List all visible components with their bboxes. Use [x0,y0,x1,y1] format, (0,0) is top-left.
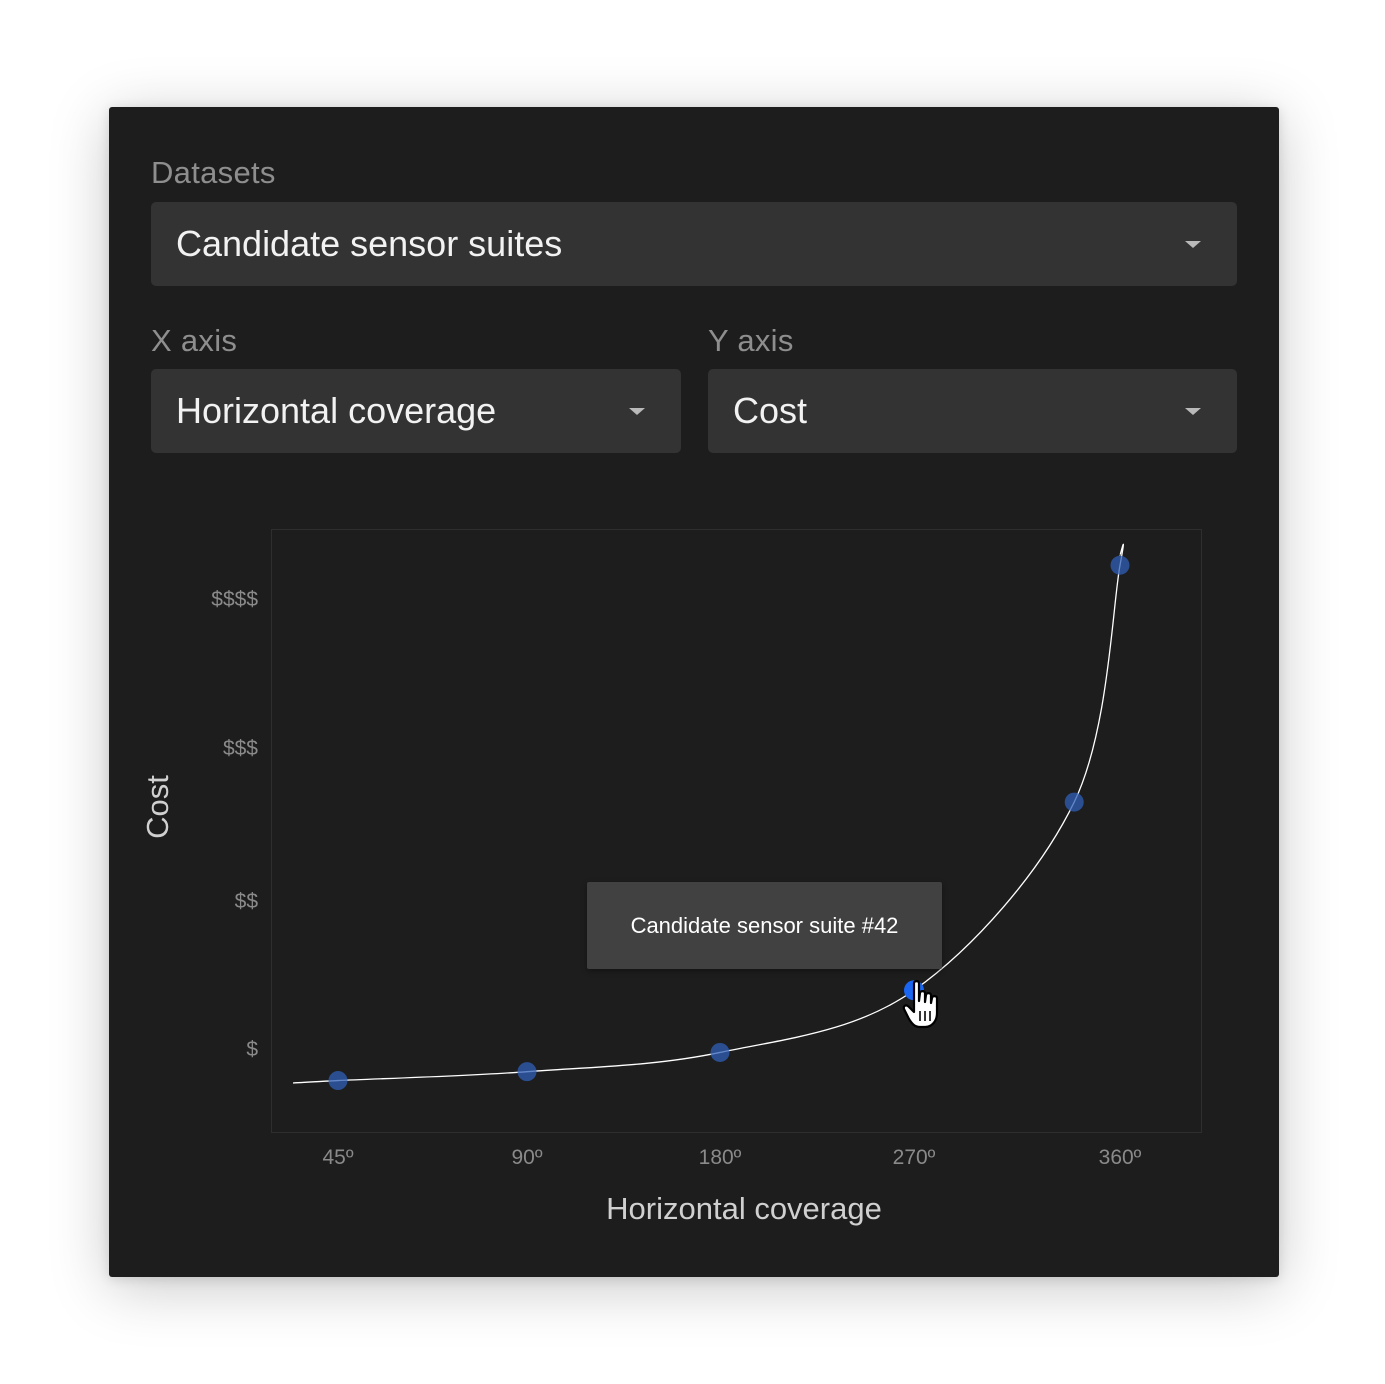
x-tick-label: 180º [699,1146,742,1169]
data-point[interactable] [1110,555,1130,575]
y-axis-label: Y axis [708,323,794,358]
datasets-selected-value: Candidate sensor suites [176,223,563,264]
point-tooltip: Candidate sensor suite #42 [587,882,942,969]
trend-line [292,543,1125,1084]
x-tick-label: 270º [893,1146,936,1169]
data-point[interactable] [328,1071,348,1091]
data-point[interactable] [710,1042,730,1062]
chevron-down-icon [1185,241,1201,248]
chevron-down-icon [629,408,645,415]
y-tick-label: $ [246,1038,258,1061]
scatter-chart: $$$$$$$$$$ 45º 90º 180º 270º 360º Cost Horiz… [140,529,1202,1226]
x-tick-label: 45º [322,1146,353,1169]
pointer-hand-icon [902,980,939,1029]
data-point[interactable] [1064,792,1084,812]
datasets-label: Datasets [151,155,276,190]
x-axis-title: Horizontal coverage [606,1191,882,1226]
chevron-down-icon [1185,408,1201,415]
y-axis-title: Cost [140,775,175,839]
y-axis-selected-value: Cost [733,390,808,431]
x-tick-label: 90º [511,1146,542,1169]
chart-config-panel: Datasets Candidate sensor suites X axis … [109,107,1279,1277]
plot-area [271,529,1202,1133]
datasets-select[interactable]: Candidate sensor suites [151,202,1237,286]
y-tick-label: $$ [235,890,259,913]
x-axis-select[interactable]: Horizontal coverage [151,369,681,453]
x-axis-selected-value: Horizontal coverage [176,390,497,431]
x-axis-label: X axis [151,323,238,358]
y-tick-label: $$$ [223,737,258,760]
data-point[interactable] [517,1062,537,1082]
x-tick-label: 360º [1099,1146,1142,1169]
y-axis-select[interactable]: Cost [708,369,1237,453]
y-tick-label: $$$$ [211,588,258,611]
